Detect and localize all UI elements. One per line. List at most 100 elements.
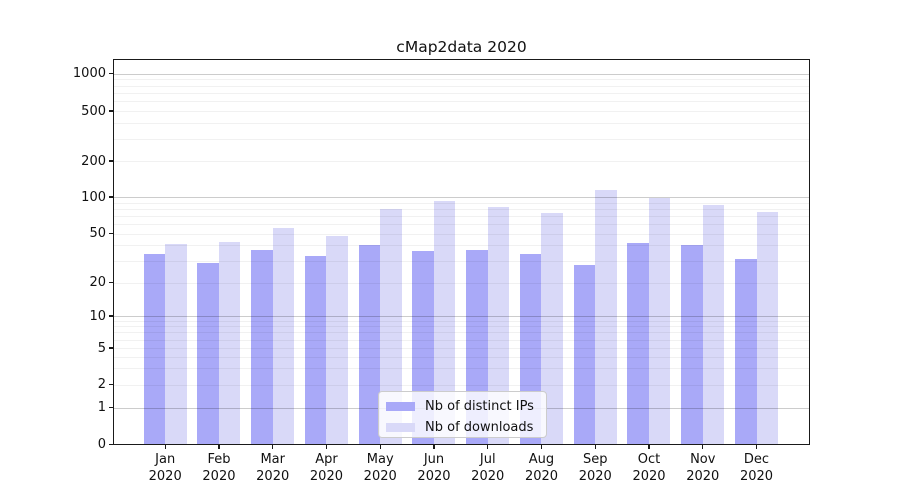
x-tick-mark	[164, 445, 166, 449]
bar-downloads-may	[380, 208, 402, 445]
y-tick-label: 20	[89, 275, 106, 290]
gridline-minor	[113, 202, 810, 204]
bar-distinct-ips-mar	[251, 249, 273, 445]
gridline-minor	[113, 123, 810, 125]
y-tick-mark	[109, 160, 113, 162]
gridline-minor	[113, 161, 810, 162]
bar-downloads-mar	[272, 227, 295, 445]
gridline-major	[113, 316, 810, 317]
bar-distinct-ips-sep	[573, 264, 596, 445]
gridline-minor	[113, 215, 810, 217]
bar-downloads-apr	[326, 235, 348, 445]
bar-distinct-ips-dec	[735, 259, 757, 445]
x-tick-mark	[540, 445, 543, 449]
gridline-minor	[113, 79, 810, 81]
gridline-minor	[113, 92, 810, 94]
y-tick-label: 0	[97, 437, 106, 452]
plot-area	[113, 59, 810, 445]
y-tick-mark	[109, 443, 113, 446]
legend-item-label: Nb of distinct IPs	[425, 399, 534, 414]
gridline-minor	[113, 85, 810, 87]
y-tick-label: 10	[89, 308, 106, 324]
bar-downloads-jan	[165, 244, 187, 445]
gridline-minor	[113, 332, 810, 334]
y-tick-label: 1000	[72, 66, 106, 81]
legend-item: Nb of distinct IPs	[386, 396, 538, 417]
bar-distinct-ips-oct	[627, 242, 649, 445]
bar-distinct-ips-jan	[143, 254, 166, 445]
gridline-major	[113, 197, 810, 198]
y-tick-mark	[109, 347, 113, 349]
bar-downloads-aug	[541, 212, 563, 445]
gridline-minor	[113, 233, 810, 235]
y-tick-mark	[109, 72, 113, 75]
x-tick-label: Nov 2020	[686, 452, 720, 484]
x-tick-label: Jan 2020	[148, 452, 182, 484]
x-tick-label: May 2020	[363, 452, 397, 484]
x-tick-mark	[272, 445, 274, 449]
bar-downloads-sep	[595, 189, 617, 445]
gridline-minor	[113, 348, 810, 349]
gridline-major	[113, 73, 810, 75]
y-tick-label: 1	[97, 400, 106, 415]
y-tick-mark	[109, 196, 113, 198]
y-tick-mark	[109, 232, 113, 235]
x-tick-label: Apr 2020	[309, 452, 343, 484]
gridline-minor	[113, 326, 810, 328]
gridline-minor	[113, 101, 810, 103]
bar-distinct-ips-nov	[681, 245, 703, 445]
x-tick-mark	[433, 445, 435, 449]
x-tick-label: Oct 2020	[632, 452, 666, 484]
legend-swatch-distinct-ips	[386, 402, 415, 411]
y-tick-mark	[109, 110, 113, 112]
x-tick-label: Dec 2020	[739, 452, 774, 484]
x-tick-label: Jun 2020	[417, 452, 451, 484]
bar-distinct-ips-may	[358, 245, 381, 445]
x-tick-mark	[379, 445, 381, 449]
x-tick-label: Sep 2020	[578, 452, 612, 484]
bar-downloads-jul	[487, 207, 510, 445]
legend-swatch-downloads	[386, 423, 415, 432]
y-tick-label: 5	[97, 340, 106, 356]
bar-downloads-dec	[756, 212, 778, 445]
bar-downloads-oct	[648, 198, 671, 445]
y-tick-label: 500	[81, 103, 106, 119]
bar-downloads-feb	[218, 241, 241, 445]
y-tick-mark	[109, 406, 113, 409]
gridline-minor	[113, 368, 810, 370]
gridline-minor	[113, 245, 810, 247]
bar-downloads-nov	[702, 204, 725, 445]
y-tick-label: 50	[89, 226, 106, 241]
gridline-minor	[113, 282, 810, 284]
y-tick-mark	[109, 281, 113, 284]
bar-distinct-ips-feb	[197, 262, 219, 445]
gridline-minor	[113, 260, 810, 262]
y-tick-mark	[109, 383, 113, 386]
gridline-minor	[113, 138, 810, 140]
legend: Nb of distinct IPs Nb of downloads	[378, 391, 547, 438]
x-tick-label: Feb 2020	[202, 452, 236, 484]
x-tick-mark	[648, 445, 650, 449]
y-tick-label: 200	[81, 153, 106, 169]
x-tick-mark	[325, 445, 328, 449]
gridline-minor	[113, 223, 810, 225]
legend-item-label: Nb of downloads	[425, 420, 534, 435]
x-tick-mark	[218, 445, 220, 449]
x-tick-mark	[755, 445, 758, 449]
gridline-minor	[113, 111, 810, 112]
y-tick-label: 100	[81, 189, 106, 205]
y-tick-mark	[109, 315, 113, 317]
x-tick-mark	[487, 445, 489, 449]
bar-downloads-jun	[433, 201, 456, 445]
gridline-minor	[113, 208, 810, 210]
bar-distinct-ips-apr	[304, 255, 327, 445]
chart-title: cMap2data 2020	[396, 38, 527, 56]
gridline-minor	[113, 320, 810, 322]
gridline-minor	[113, 384, 810, 386]
y-tick-label: 2	[97, 377, 106, 392]
x-tick-mark	[702, 445, 704, 449]
gridline-minor	[113, 339, 810, 341]
x-tick-label: Aug 2020	[524, 452, 559, 484]
gridline-minor	[113, 356, 810, 358]
